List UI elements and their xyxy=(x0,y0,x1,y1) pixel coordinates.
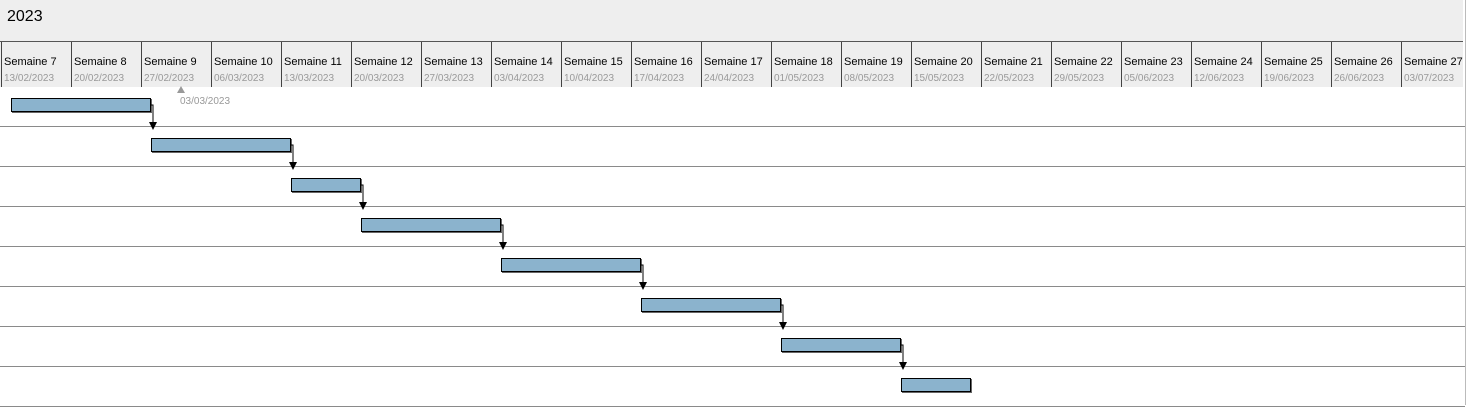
week-date: 13/03/2023 xyxy=(284,73,335,84)
week-date: 20/03/2023 xyxy=(354,73,405,84)
task-bar[interactable] xyxy=(901,378,971,392)
week-date: 03/07/2023 xyxy=(1404,73,1455,84)
row-divider xyxy=(0,286,1465,287)
row-divider xyxy=(0,126,1465,127)
week-label: Semaine 20 xyxy=(914,56,973,68)
dependency-arrow xyxy=(359,184,367,210)
week-column-header: Semaine 22 29/05/2023 xyxy=(1051,42,1121,87)
week-date: 29/05/2023 xyxy=(1054,73,1105,84)
week-column-header: Semaine 23 05/06/2023 xyxy=(1121,42,1191,87)
week-date: 27/02/2023 xyxy=(144,73,195,84)
week-date: 22/05/2023 xyxy=(984,73,1035,84)
week-label: Semaine 22 xyxy=(1054,56,1113,68)
task-bar[interactable] xyxy=(291,178,361,192)
row-divider xyxy=(0,246,1465,247)
row-divider xyxy=(0,366,1465,367)
dependency-arrow xyxy=(499,224,507,250)
year-title: 2023 xyxy=(7,8,43,25)
week-column-header: Semaine 18 01/05/2023 xyxy=(771,42,841,87)
week-label: Semaine 18 xyxy=(774,56,833,68)
week-date: 01/05/2023 xyxy=(774,73,825,84)
week-column-header: Semaine 21 22/05/2023 xyxy=(981,42,1051,87)
dependency-arrow xyxy=(899,344,907,370)
week-label: Semaine 21 xyxy=(984,56,1043,68)
week-column-header: Semaine 7 13/02/2023 xyxy=(1,42,71,87)
week-column-header: Semaine 15 10/04/2023 xyxy=(561,42,631,87)
week-label: Semaine 26 xyxy=(1334,56,1393,68)
week-label: Semaine 24 xyxy=(1194,56,1253,68)
week-date: 10/04/2023 xyxy=(564,73,615,84)
week-date: 03/04/2023 xyxy=(494,73,545,84)
week-date: 17/04/2023 xyxy=(634,73,685,84)
week-column-header: Semaine 10 06/03/2023 xyxy=(211,42,281,87)
week-date: 26/06/2023 xyxy=(1334,73,1385,84)
week-label: Semaine 17 xyxy=(704,56,763,68)
milestone-marker-icon xyxy=(177,86,185,93)
week-column-header: Semaine 13 27/03/2023 xyxy=(421,42,491,87)
week-label: Semaine 10 xyxy=(214,56,273,68)
task-bar[interactable] xyxy=(361,218,501,232)
year-header: 2023 xyxy=(0,0,1463,41)
dependency-links xyxy=(149,104,907,370)
week-column-header: Semaine 27 03/07/2023 xyxy=(1401,42,1463,87)
week-date: 20/02/2023 xyxy=(74,73,125,84)
week-column-header: Semaine 9 27/02/2023 xyxy=(141,42,211,87)
week-label: Semaine 27 xyxy=(1404,56,1463,68)
chart-right-border xyxy=(1465,0,1466,405)
week-date: 06/03/2023 xyxy=(214,73,265,84)
week-date: 13/02/2023 xyxy=(4,73,55,84)
week-label: Semaine 16 xyxy=(634,56,693,68)
week-date: 05/06/2023 xyxy=(1124,73,1175,84)
task-bar[interactable] xyxy=(501,258,641,272)
week-column-header: Semaine 8 20/02/2023 xyxy=(71,42,141,87)
dependency-arrow xyxy=(639,264,647,290)
week-column-header: Semaine 11 13/03/2023 xyxy=(281,42,351,87)
week-column-header: Semaine 16 17/04/2023 xyxy=(631,42,701,87)
week-date: 19/06/2023 xyxy=(1264,73,1315,84)
week-column-header: Semaine 20 15/05/2023 xyxy=(911,42,981,87)
week-column-header: Semaine 14 03/04/2023 xyxy=(491,42,561,87)
week-label: Semaine 15 xyxy=(564,56,623,68)
week-column-header: Semaine 24 12/06/2023 xyxy=(1191,42,1261,87)
task-bar[interactable] xyxy=(781,338,901,352)
week-column-header: Semaine 26 26/06/2023 xyxy=(1331,42,1401,87)
week-column-header: Semaine 19 08/05/2023 xyxy=(841,42,911,87)
dependency-arrow xyxy=(779,304,787,330)
row-divider xyxy=(0,206,1465,207)
week-label: Semaine 25 xyxy=(1264,56,1323,68)
week-date: 24/04/2023 xyxy=(704,73,755,84)
week-column-header: Semaine 17 24/04/2023 xyxy=(701,42,771,87)
week-label: Semaine 12 xyxy=(354,56,413,68)
week-label: Semaine 9 xyxy=(144,56,197,68)
week-label: Semaine 14 xyxy=(494,56,553,68)
week-label: Semaine 8 xyxy=(74,56,127,68)
dependency-arrow xyxy=(289,144,297,170)
week-column-header: Semaine 12 20/03/2023 xyxy=(351,42,421,87)
week-label: Semaine 13 xyxy=(424,56,483,68)
gantt-chart-area: 03/03/2023 xyxy=(0,86,1465,407)
row-divider xyxy=(0,166,1465,167)
week-header: Semaine 7 13/02/2023 Semaine 8 20/02/2023 Se… xyxy=(0,41,1463,87)
week-label: Semaine 11 xyxy=(284,56,342,68)
task-bar[interactable] xyxy=(641,298,781,312)
task-bar[interactable] xyxy=(11,98,151,112)
week-label: Semaine 23 xyxy=(1124,56,1183,68)
week-date: 15/05/2023 xyxy=(914,73,965,84)
week-label: Semaine 19 xyxy=(844,56,903,68)
milestone-label: 03/03/2023 xyxy=(180,96,231,107)
week-date: 12/06/2023 xyxy=(1194,73,1245,84)
task-bar[interactable] xyxy=(151,138,291,152)
week-column-header: Semaine 25 19/06/2023 xyxy=(1261,42,1331,87)
week-date: 27/03/2023 xyxy=(424,73,475,84)
row-divider xyxy=(0,326,1465,327)
week-label: Semaine 7 xyxy=(4,56,57,68)
week-date: 08/05/2023 xyxy=(844,73,895,84)
dependency-arrow xyxy=(149,104,157,130)
